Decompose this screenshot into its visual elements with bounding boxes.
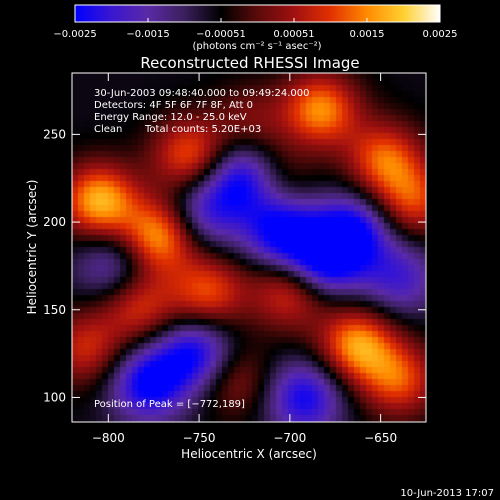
colorbar-tick-label: −0.0025	[53, 29, 96, 40]
chart-title: Reconstructed RHESSI Image	[140, 54, 359, 72]
colorbar-gradient	[75, 5, 440, 22]
heatmap-canvas	[72, 73, 426, 422]
colorbar-tick-label: −0.00051	[196, 29, 246, 40]
colorbar-tick-label: −0.0015	[126, 29, 169, 40]
colorbar-tick-label: 0.00051	[273, 29, 314, 40]
y-tick-label: 100	[43, 390, 66, 404]
info-block: 30-Jun-2003 09:48:40.000 to 09:49:24.000…	[94, 88, 310, 135]
y-tick-label: 150	[43, 303, 66, 317]
colorbar-tick-label: 0.0015	[350, 29, 385, 40]
plot-area: −800 −750 −700 −650 100 150 200 250	[43, 72, 427, 445]
info-detectors: Detectors: 4F 5F 6F 7F 8F, Att 0	[94, 100, 253, 111]
info-energy-range: Energy Range: 12.0 - 25.0 keV	[94, 112, 247, 123]
peak-position-label: Position of Peak = [−772,189]	[94, 399, 245, 410]
colorbar-tick-label: 0.0025	[423, 29, 458, 40]
x-axis-label: Heliocentric X (arcsec)	[181, 447, 317, 461]
plot-frame	[71, 72, 427, 423]
info-method: Clean	[94, 124, 122, 135]
colorbar-frame	[74, 4, 441, 23]
footer-timestamp: 10-Jun-2013 17:07	[400, 488, 494, 499]
x-tick-label: −650	[364, 431, 397, 445]
info-total-counts: Total counts: 5.20E+03	[144, 124, 261, 135]
y-tick-label: 250	[43, 127, 66, 141]
colorbar-units-label: (photons cm⁻² s⁻¹ asec⁻²)	[192, 41, 321, 52]
info-time-range: 30-Jun-2003 09:48:40.000 to 09:49:24.000	[94, 88, 310, 99]
x-tick-label: −800	[92, 431, 125, 445]
x-tick-label: −750	[183, 431, 216, 445]
colorbar: −0.0025 −0.0015 −0.00051 0.00051 0.0015 0.002…	[53, 4, 458, 52]
x-tick-label: −700	[273, 431, 306, 445]
y-tick-label: 200	[43, 215, 66, 229]
y-axis-label: Heliocentric Y (arcsec)	[25, 180, 39, 315]
